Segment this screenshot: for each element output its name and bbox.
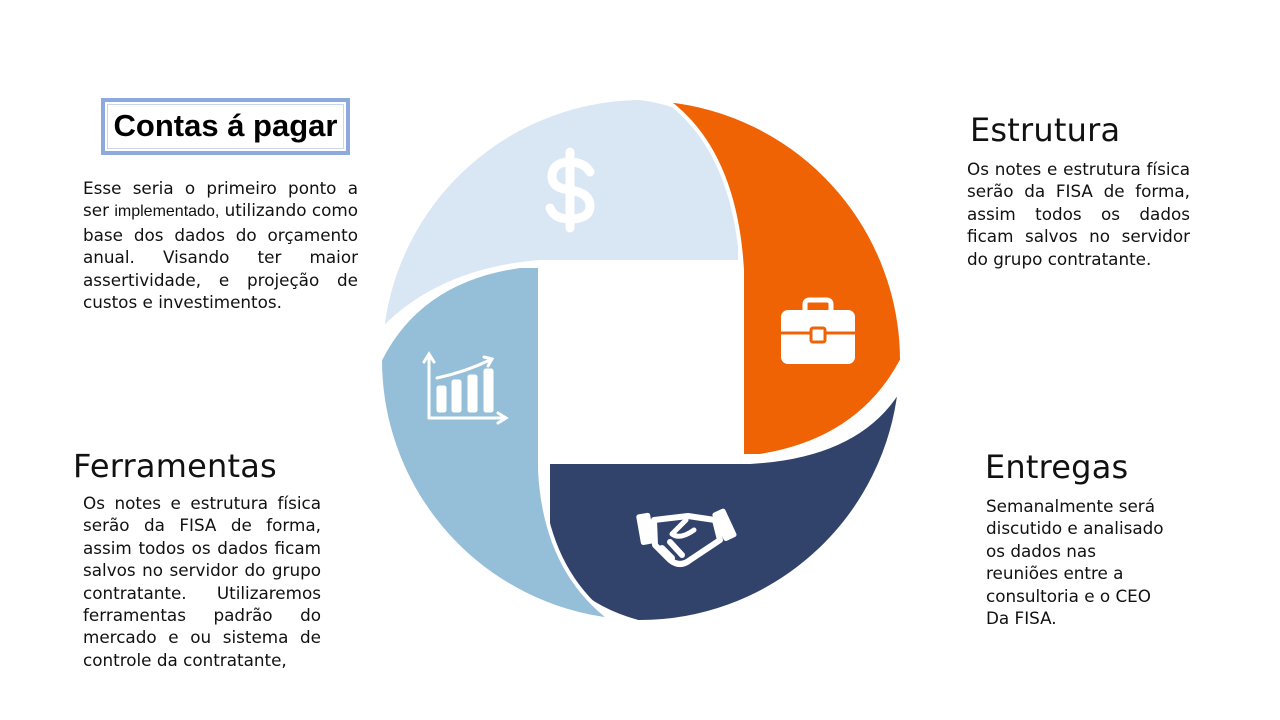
entregas-description: Semanalmente será discutido e analisado … bbox=[986, 496, 1164, 629]
contas-text-part1: Esse seria o primeiro ponto a ser bbox=[83, 178, 358, 221]
segment-estrutura bbox=[658, 97, 905, 458]
ferramentas-title: Ferramentas bbox=[73, 447, 277, 485]
handshake-icon bbox=[636, 508, 737, 567]
growth-chart-icon bbox=[422, 351, 509, 425]
entregas-title: Entregas bbox=[985, 448, 1129, 486]
contas-title-box: Contas á pagar bbox=[101, 98, 350, 155]
ferramentas-description: Os notes e estrutura física serão da FIS… bbox=[83, 493, 321, 670]
contas-text-part2: utilizando como base dos dados do orçame… bbox=[83, 200, 358, 313]
segment-ferramentas bbox=[377, 264, 620, 623]
contas-title: Contas á pagar bbox=[113, 108, 338, 143]
contas-description: Esse seria o primeiro ponto a ser implem… bbox=[83, 177, 358, 313]
estrutura-description: Os notes e estrutura física serão da FIS… bbox=[967, 159, 1190, 269]
dollar-icon bbox=[545, 147, 595, 233]
contas-text-highlight: implementado, bbox=[114, 203, 220, 221]
estrutura-title: Estrutura bbox=[970, 111, 1121, 149]
briefcase-icon bbox=[781, 297, 855, 364]
segment-entregas bbox=[546, 386, 902, 625]
